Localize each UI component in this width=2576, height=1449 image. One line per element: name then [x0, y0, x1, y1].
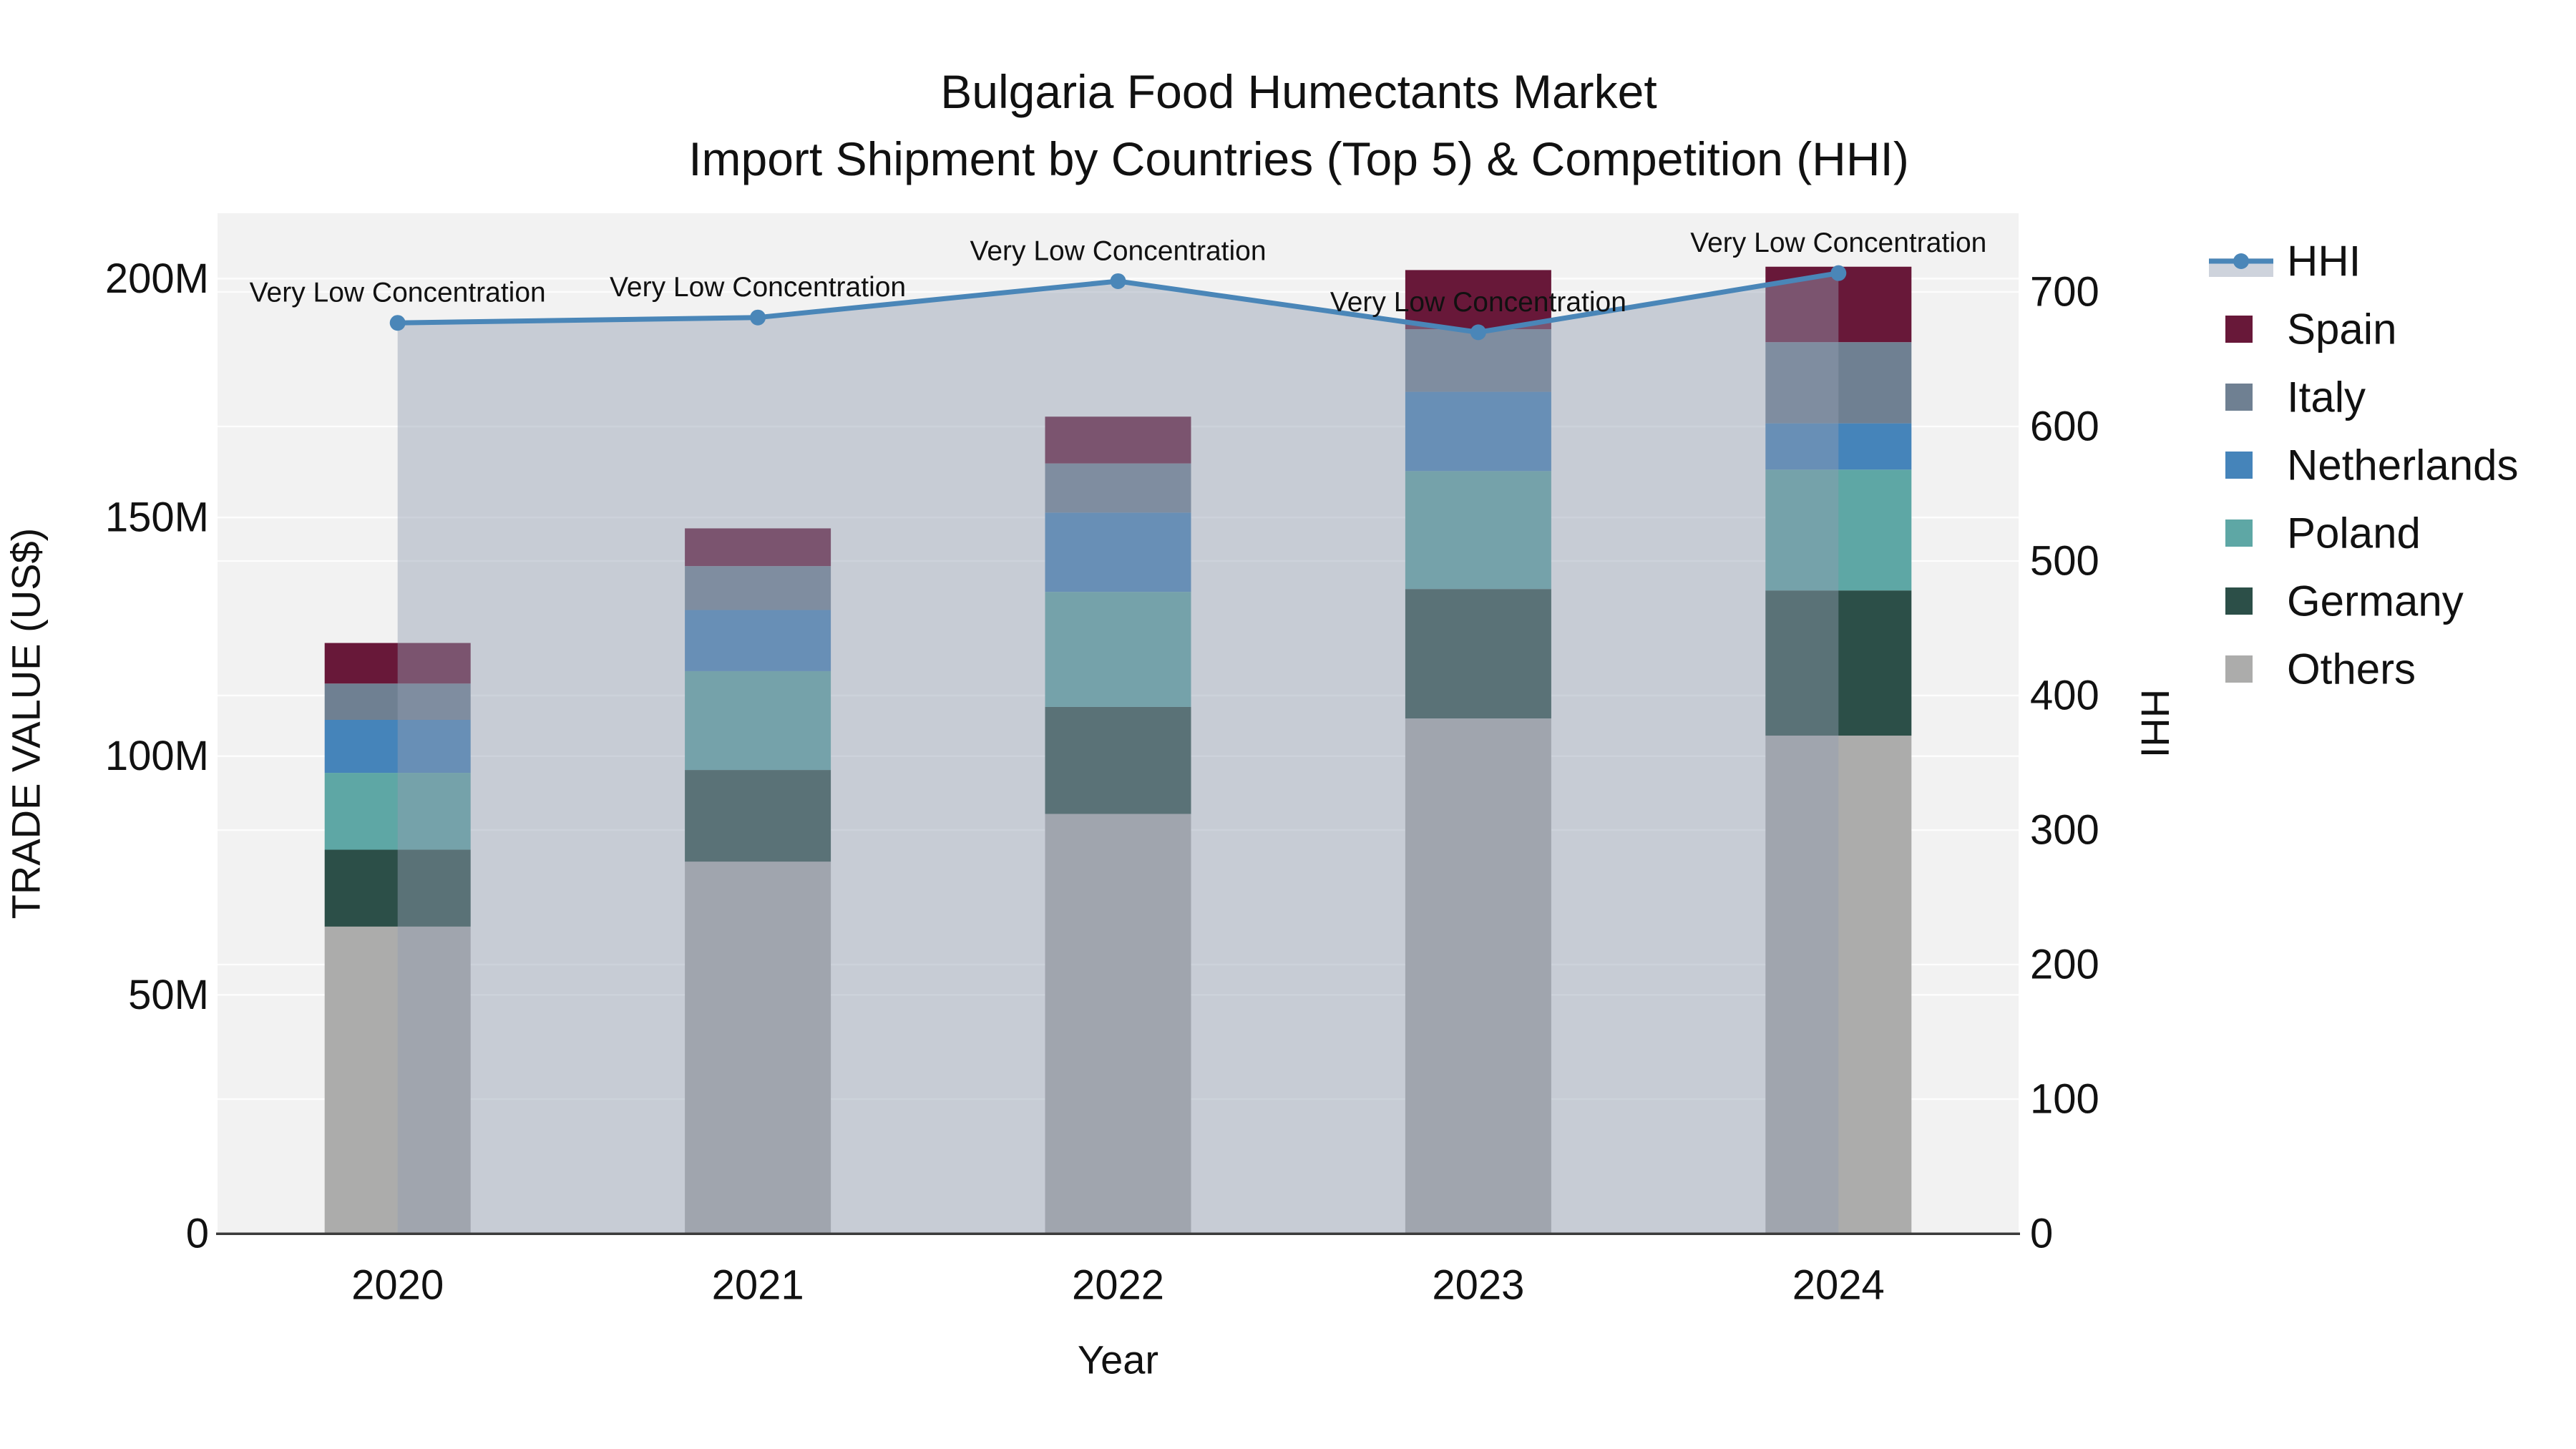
- legend-color-swatch-spain: [2225, 316, 2253, 343]
- y-right-tick-label: 500: [2030, 537, 2099, 584]
- legend-color-swatch-poland: [2225, 519, 2253, 547]
- bar-segment-2020-poland[interactable]: [324, 773, 471, 850]
- x-axis-line: [216, 1232, 2020, 1235]
- x-tick-label-2020: 2020: [351, 1262, 444, 1309]
- y-left-tick-label: 100M: [105, 733, 209, 779]
- bar-segment-2021-poland[interactable]: [685, 670, 831, 771]
- bar-segment-2020-netherlands[interactable]: [324, 719, 471, 774]
- bar-segment-2021-others[interactable]: [685, 862, 831, 1234]
- y-right-axis-title: HHI: [2133, 689, 2178, 758]
- bar-segment-2022-poland[interactable]: [1045, 592, 1191, 707]
- bar-segment-2023-spain[interactable]: [1405, 270, 1551, 330]
- legend-color-swatch-italy: [2225, 384, 2253, 411]
- bar-segment-2020-germany[interactable]: [324, 849, 471, 927]
- legend-label: HHI: [2287, 238, 2361, 286]
- legend-color-swatch-others: [2225, 655, 2253, 683]
- chart-title-line2: Import Shipment by Countries (Top 5) & C…: [688, 132, 1909, 185]
- x-tick-label-2022: 2022: [1072, 1262, 1164, 1309]
- bar-segment-2022-spain[interactable]: [1045, 416, 1191, 464]
- y-right-tick-label: 600: [2030, 403, 2099, 449]
- x-tick-label-2023: 2023: [1432, 1262, 1524, 1309]
- legend-item-hhi[interactable]: HHI: [2209, 238, 2361, 286]
- bar-segment-2023-others[interactable]: [1405, 718, 1551, 1234]
- annotation-very-low-concentration-2021: Very Low Concentration: [610, 272, 906, 303]
- hhi-marker-2023[interactable]: [1470, 324, 1486, 341]
- y-right-tick-label: 400: [2030, 672, 2099, 718]
- legend-label: Italy: [2287, 374, 2366, 421]
- x-axis-title: Year: [1078, 1337, 1158, 1382]
- bar-segment-2020-others[interactable]: [324, 926, 471, 1234]
- bar-segment-2023-netherlands[interactable]: [1405, 391, 1551, 472]
- y-left-axis-title: TRADE VALUE (US$): [4, 528, 49, 919]
- bar-segment-2024-germany[interactable]: [1765, 590, 1912, 736]
- bar-segment-2024-italy[interactable]: [1765, 342, 1912, 424]
- annotation-very-low-concentration-2023: Very Low Concentration: [1330, 287, 1626, 318]
- hhi-marker-2020[interactable]: [389, 315, 406, 331]
- x-tick-label-2021: 2021: [712, 1262, 804, 1309]
- y-right-tick-label: 300: [2030, 806, 2099, 853]
- legend-label: Netherlands: [2287, 441, 2519, 489]
- stacked-bars: [324, 266, 1912, 1234]
- annotation-very-low-concentration-2022: Very Low Concentration: [970, 235, 1266, 266]
- y-left-tick-label: 50M: [128, 972, 209, 1018]
- annotation-very-low-concentration-2020: Very Low Concentration: [250, 278, 546, 308]
- hhi-marker-2024[interactable]: [1830, 265, 1847, 281]
- bar-segment-2021-netherlands[interactable]: [685, 610, 831, 671]
- hhi-marker-2021[interactable]: [750, 309, 766, 326]
- legend-item-netherlands[interactable]: Netherlands: [2225, 441, 2519, 489]
- bar-segment-2024-netherlands[interactable]: [1765, 423, 1912, 470]
- legend-label: Germany: [2287, 577, 2464, 625]
- x-tick-label-2024: 2024: [1792, 1262, 1885, 1309]
- bar-segment-2020-italy[interactable]: [324, 683, 471, 720]
- legend-label: Spain: [2287, 306, 2396, 353]
- bar-segment-2021-spain[interactable]: [685, 528, 831, 567]
- legend-item-spain[interactable]: Spain: [2225, 306, 2396, 353]
- bar-segment-2022-germany[interactable]: [1045, 706, 1191, 814]
- legend-label: Poland: [2287, 509, 2421, 557]
- bar-segment-2021-germany[interactable]: [685, 770, 831, 862]
- annotation-very-low-concentration-2024: Very Low Concentration: [1690, 228, 1986, 258]
- legend-item-italy[interactable]: Italy: [2225, 374, 2366, 421]
- bar-segment-2023-poland[interactable]: [1405, 471, 1551, 590]
- legend-item-poland[interactable]: Poland: [2225, 509, 2421, 557]
- chart-title-line1: Bulgaria Food Humectants Market: [940, 65, 1657, 118]
- legend-color-swatch-netherlands: [2225, 452, 2253, 479]
- bar-segment-2022-italy[interactable]: [1045, 463, 1191, 513]
- y-right-tick-label: 200: [2030, 941, 2099, 987]
- hhi-area-fill: [397, 273, 1839, 1234]
- bar-segment-2020-spain[interactable]: [324, 643, 471, 684]
- bar-segment-2024-others[interactable]: [1765, 736, 1912, 1234]
- hhi-marker-2022[interactable]: [1110, 273, 1126, 289]
- y-right-tick-label: 0: [2030, 1211, 2053, 1257]
- y-left-tick-label: 150M: [105, 494, 209, 541]
- legend-color-swatch-germany: [2225, 587, 2253, 615]
- legend-label: Others: [2287, 645, 2416, 693]
- bar-segment-2023-germany[interactable]: [1405, 589, 1551, 718]
- legend-item-germany[interactable]: Germany: [2225, 577, 2464, 625]
- legend-hhi-marker-icon: [2233, 253, 2249, 269]
- bar-segment-2022-netherlands[interactable]: [1045, 512, 1191, 592]
- y-right-tick-label: 100: [2030, 1075, 2099, 1122]
- legend-item-others[interactable]: Others: [2225, 645, 2416, 693]
- y-right-tick-label: 700: [2030, 268, 2099, 315]
- y-left-tick-label: 0: [186, 1211, 209, 1257]
- y-left-tick-label: 200M: [105, 255, 209, 302]
- bar-segment-2024-poland[interactable]: [1765, 469, 1912, 591]
- bar-segment-2021-italy[interactable]: [685, 566, 831, 610]
- bar-segment-2022-others[interactable]: [1045, 814, 1191, 1234]
